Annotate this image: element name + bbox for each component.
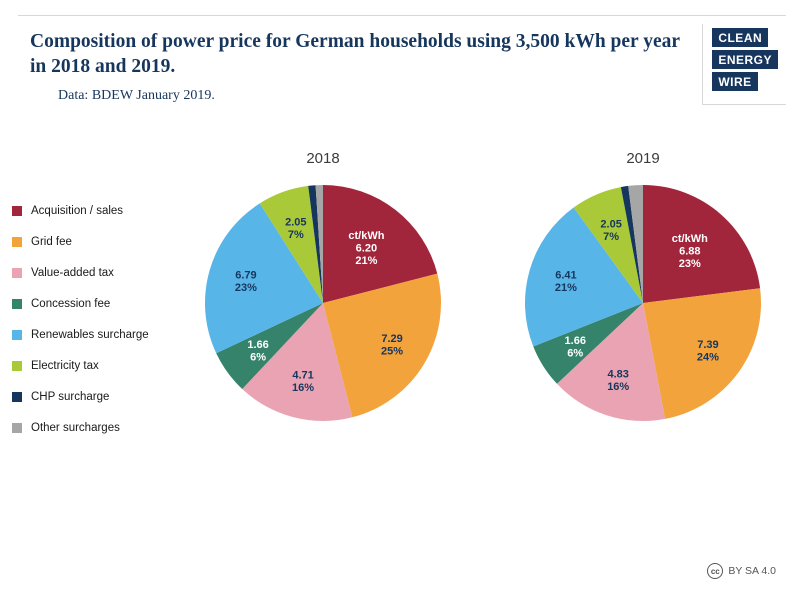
legend-item-acquisition-sales: Acquisition / sales	[12, 200, 149, 221]
pie-slice-label: 4.71 16%	[292, 370, 314, 395]
pie-slice-label: 6.41 21%	[555, 270, 577, 295]
pie-slice-concession-fee	[533, 303, 643, 384]
legend-label: Grid fee	[31, 235, 72, 248]
pie-title-2018: 2018	[306, 150, 340, 167]
legend-label: Acquisition / sales	[31, 204, 124, 217]
top-divider	[18, 15, 786, 16]
pie-slice-acquisition-sales	[643, 185, 761, 303]
license-text: BY SA 4.0	[728, 565, 776, 577]
legend-swatch	[12, 329, 22, 340]
legend-label: Renewables surcharge	[31, 328, 149, 341]
pie-chart-svg-2019: ct/kWh 6.88 23% 7.39 24% 4.83 16% 1.66 6% 6.41 21%…	[525, 185, 761, 421]
legend-label: Other surcharges	[31, 421, 120, 434]
pie-slice-label: 4.83 16%	[607, 368, 629, 393]
legend-item-grid-fee: Grid fee	[12, 231, 149, 252]
pie-slice-chp-surcharge	[620, 185, 643, 303]
legend-label: Concession fee	[31, 297, 111, 310]
clean-energy-wire-logo: CLEAN ENERGY WIRE	[712, 28, 778, 94]
logo-line-energy: ENERGY	[712, 50, 778, 69]
pie-slice-electricity-tax	[259, 185, 323, 303]
pie-slice-electricity-tax	[573, 187, 643, 303]
pie-slice-label: 1.66 6%	[247, 339, 268, 364]
legend-label: Value-added tax	[31, 266, 114, 279]
pie-slice-renewables-surcharge	[525, 207, 643, 347]
legend-swatch	[12, 422, 22, 433]
pie-slice-acquisition-sales	[323, 185, 438, 303]
license-badge: cc BY SA 4.0	[707, 563, 776, 579]
pie-slice-label: 2.05 7%	[600, 218, 621, 243]
legend-item-concession-fee: Concession fee	[12, 293, 149, 314]
legend-swatch	[12, 236, 22, 247]
pie-slice-label: 7.39 24%	[697, 339, 719, 364]
pie-chart-svg-2018: ct/kWh 6.20 21% 7.29 25% 4.71 16% 1.66 6% 6.79 23%…	[204, 185, 441, 421]
legend-label: Electricity tax	[31, 359, 99, 372]
pie-slice-grid-fee	[323, 273, 441, 418]
pie-slice-label: ct/kWh 6.88 23%	[672, 233, 708, 270]
legend-swatch	[12, 360, 22, 371]
pie-slice-other-surcharges	[315, 185, 323, 303]
legend-item-value-added-tax: Value-added tax	[12, 262, 149, 283]
pie-slice-renewables-surcharge	[204, 203, 323, 354]
pie-slice-label: 2.05 7%	[285, 217, 306, 242]
pie-slice-value-added-tax	[556, 303, 666, 421]
pie-slice-chp-surcharge	[308, 185, 323, 303]
legend-item-chp-surcharge: CHP surcharge	[12, 386, 149, 407]
pie-slice-grid-fee	[643, 288, 761, 419]
pie-title-2019: 2019	[626, 150, 660, 167]
pie-chart-2018: ct/kWh 6.20 21% 7.29 25% 4.71 16% 1.66 6% 6.79 23%…	[198, 178, 448, 428]
pie-chart-2019: ct/kWh 6.88 23% 7.39 24% 4.83 16% 1.66 6% 6.41 21%…	[518, 178, 768, 428]
legend-item-other-surcharges: Other surcharges	[12, 417, 149, 438]
data-source-note: Data: BDEW January 2019.	[58, 88, 215, 103]
pie-slice-label: 1.66 6%	[565, 335, 586, 360]
page-title: Composition of power price for German ho…	[30, 31, 680, 77]
pie-slice-value-added-tax	[242, 303, 353, 421]
legend-item-electricity-tax: Electricity tax	[12, 355, 149, 376]
logo-divider-horizontal	[702, 104, 786, 105]
pie-slice-other-surcharges	[628, 185, 643, 303]
chart-legend: Acquisition / sales Grid fee Value-added…	[12, 200, 149, 448]
legend-swatch	[12, 298, 22, 309]
pie-slice-concession-fee	[216, 303, 323, 390]
legend-swatch	[12, 205, 22, 216]
logo-divider-vertical	[702, 24, 703, 104]
legend-item-renewables-surcharge: Renewables surcharge	[12, 324, 149, 345]
logo-line-clean: CLEAN	[712, 28, 769, 47]
legend-label: CHP surcharge	[31, 390, 110, 403]
pie-slice-label: 7.29 25%	[381, 333, 403, 358]
legend-swatch	[12, 267, 22, 278]
logo-line-wire: WIRE	[712, 72, 758, 91]
pie-slice-label: 6.79 23%	[235, 270, 257, 295]
pie-slice-label: ct/kWh 6.20 21%	[348, 230, 384, 267]
creative-commons-icon: cc	[707, 563, 724, 579]
legend-swatch	[12, 391, 22, 402]
